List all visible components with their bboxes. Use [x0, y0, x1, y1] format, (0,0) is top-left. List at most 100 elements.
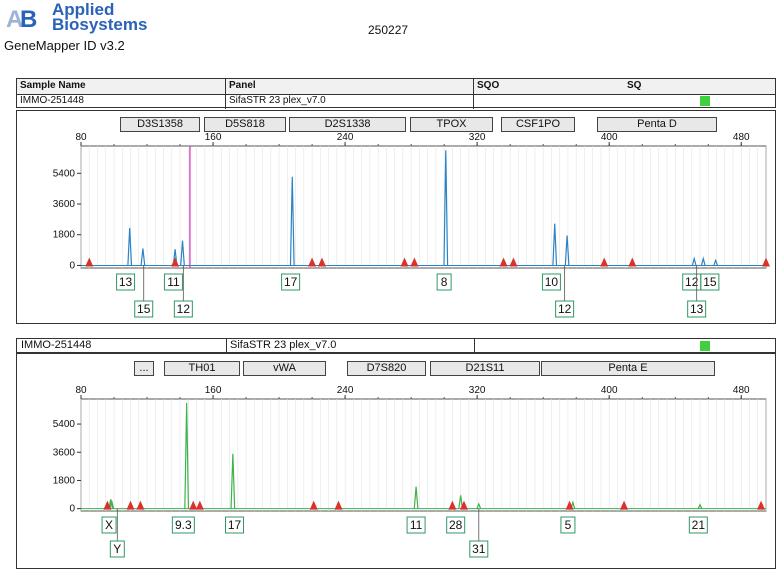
- allele-label: 13: [119, 275, 133, 289]
- allele-label-box: [436, 273, 452, 291]
- peak: [180, 240, 185, 266]
- marker-d21s11[interactable]: D21S11: [430, 361, 540, 376]
- allele-label: 12: [177, 302, 191, 316]
- allele-label-box: [700, 273, 720, 291]
- marker-d3s1358[interactable]: D3S1358: [120, 117, 200, 132]
- panel2-sample-name: IMMO-251448: [21, 339, 92, 351]
- x-tick-label: 240: [337, 385, 354, 396]
- size-standard-marker: [171, 257, 180, 267]
- marker-vwa[interactable]: vWA: [243, 361, 326, 376]
- allele-label: 5: [565, 518, 572, 532]
- x-tick-label: 320: [469, 132, 486, 143]
- size-standard-marker: [762, 257, 770, 267]
- marker-tpox[interactable]: TPOX: [410, 117, 493, 132]
- x-tick-label: 240: [337, 132, 354, 143]
- electropherogram-chart-2: 80 160 240 320 400 480 0 1800 3600 5400 XY 9.3 17 11 2…: [53, 385, 767, 558]
- x-tick-label: 80: [75, 385, 87, 396]
- svg-text:B: B: [20, 6, 37, 33]
- allele-label: 8: [441, 275, 448, 289]
- sample-name-cell: IMMO-251448: [17, 94, 226, 109]
- allele-label: 9.3: [175, 518, 192, 532]
- marker-d5s818[interactable]: D5S818: [204, 117, 286, 132]
- marker-ellipsis-button[interactable]: ...: [134, 361, 154, 376]
- col-sq: SQ: [627, 80, 642, 91]
- allele-label: 13: [690, 302, 704, 316]
- y-tick-label: 5400: [53, 168, 76, 179]
- peak: [127, 227, 133, 266]
- marker-th01[interactable]: TH01: [164, 361, 240, 376]
- allele-label-box: [555, 300, 575, 318]
- size-standard-marker: [334, 500, 343, 510]
- peak: [700, 256, 706, 266]
- allele-label-box: [687, 300, 707, 318]
- size-standard-marker: [309, 500, 318, 510]
- panel2-sample-bar: IMMO-251448 SifaSTR 23 plex_v7.0: [16, 338, 776, 354]
- panel2-sq-badge: [700, 341, 710, 351]
- y-tick-label: 0: [69, 504, 75, 515]
- table-row: IMMO-251448 SifaSTR 23 plex_v7.0: [17, 94, 775, 109]
- size-standard-marker: [499, 257, 508, 267]
- allele-label-box: [446, 516, 466, 534]
- marker-csf1po[interactable]: CSF1PO: [501, 117, 575, 132]
- allele-label: 17: [284, 275, 298, 289]
- size-standard-marker: [400, 257, 409, 267]
- allele-label: 17: [228, 518, 242, 532]
- electropherogram-panel-2: [16, 353, 776, 569]
- allele-label-box: [225, 516, 245, 534]
- marker-penta-d[interactable]: Penta D: [597, 117, 717, 132]
- marker-d7s820[interactable]: D7S820: [347, 361, 426, 376]
- col-sample-name: Sample Name: [17, 79, 226, 94]
- allele-label: 12: [558, 302, 572, 316]
- y-tick-label: 3600: [53, 447, 76, 458]
- peak: [564, 235, 570, 266]
- allele-label-box: [406, 516, 426, 534]
- size-standard-marker: [448, 500, 457, 510]
- allele-label: Y: [113, 542, 121, 556]
- run-id: 250227: [368, 23, 409, 37]
- x-tick-label: 400: [601, 132, 618, 143]
- size-standard-marker: [565, 500, 574, 510]
- allele-label-box: [171, 516, 195, 534]
- allele-label: 11: [167, 275, 180, 289]
- allele-label: 11: [410, 518, 423, 532]
- app-name: GeneMapper ID v3.2: [4, 38, 125, 53]
- peak: [230, 453, 236, 509]
- allele-label-box: [163, 273, 183, 291]
- size-standard-marker: [410, 257, 419, 267]
- allele-label: 31: [472, 542, 486, 556]
- size-standard-marker: [308, 257, 317, 267]
- allele-label: 15: [703, 275, 717, 289]
- peak: [697, 503, 703, 509]
- size-standard-marker: [85, 257, 94, 267]
- peak: [552, 223, 558, 266]
- size-standard-marker: [620, 500, 629, 510]
- y-tick-label: 0: [69, 260, 75, 271]
- allele-label: 28: [449, 518, 463, 532]
- peak: [289, 176, 295, 266]
- peak: [458, 495, 464, 509]
- allele-label-box: [688, 516, 708, 534]
- allele-label-box: [116, 273, 136, 291]
- y-tick-label: 3600: [53, 199, 76, 210]
- size-standard-marker: [628, 257, 637, 267]
- y-tick-label: 1800: [53, 475, 76, 486]
- size-standard-marker: [600, 257, 609, 267]
- peak: [476, 502, 482, 509]
- plot-area: [80, 398, 767, 512]
- allele-label-box: [173, 300, 193, 318]
- marker-penta-e[interactable]: Penta E: [541, 361, 715, 376]
- allele-label: 10: [545, 275, 559, 289]
- col-panel: Panel: [226, 79, 474, 94]
- peak: [713, 258, 719, 266]
- x-tick-label: 320: [469, 385, 486, 396]
- table-header-row: Sample Name Panel SQO SQ: [17, 79, 775, 95]
- brand-line2: Biosystems: [52, 15, 148, 34]
- x-tick-label: 480: [733, 385, 750, 396]
- size-standard-marker: [126, 500, 135, 510]
- allele-label-box: [109, 540, 125, 558]
- size-standard-marker: [317, 257, 326, 267]
- electropherogram-panel-1: [16, 110, 776, 324]
- x-tick-label: 400: [601, 385, 618, 396]
- allele-label: 21: [692, 518, 706, 532]
- marker-d2s1338[interactable]: D2S1338: [289, 117, 406, 132]
